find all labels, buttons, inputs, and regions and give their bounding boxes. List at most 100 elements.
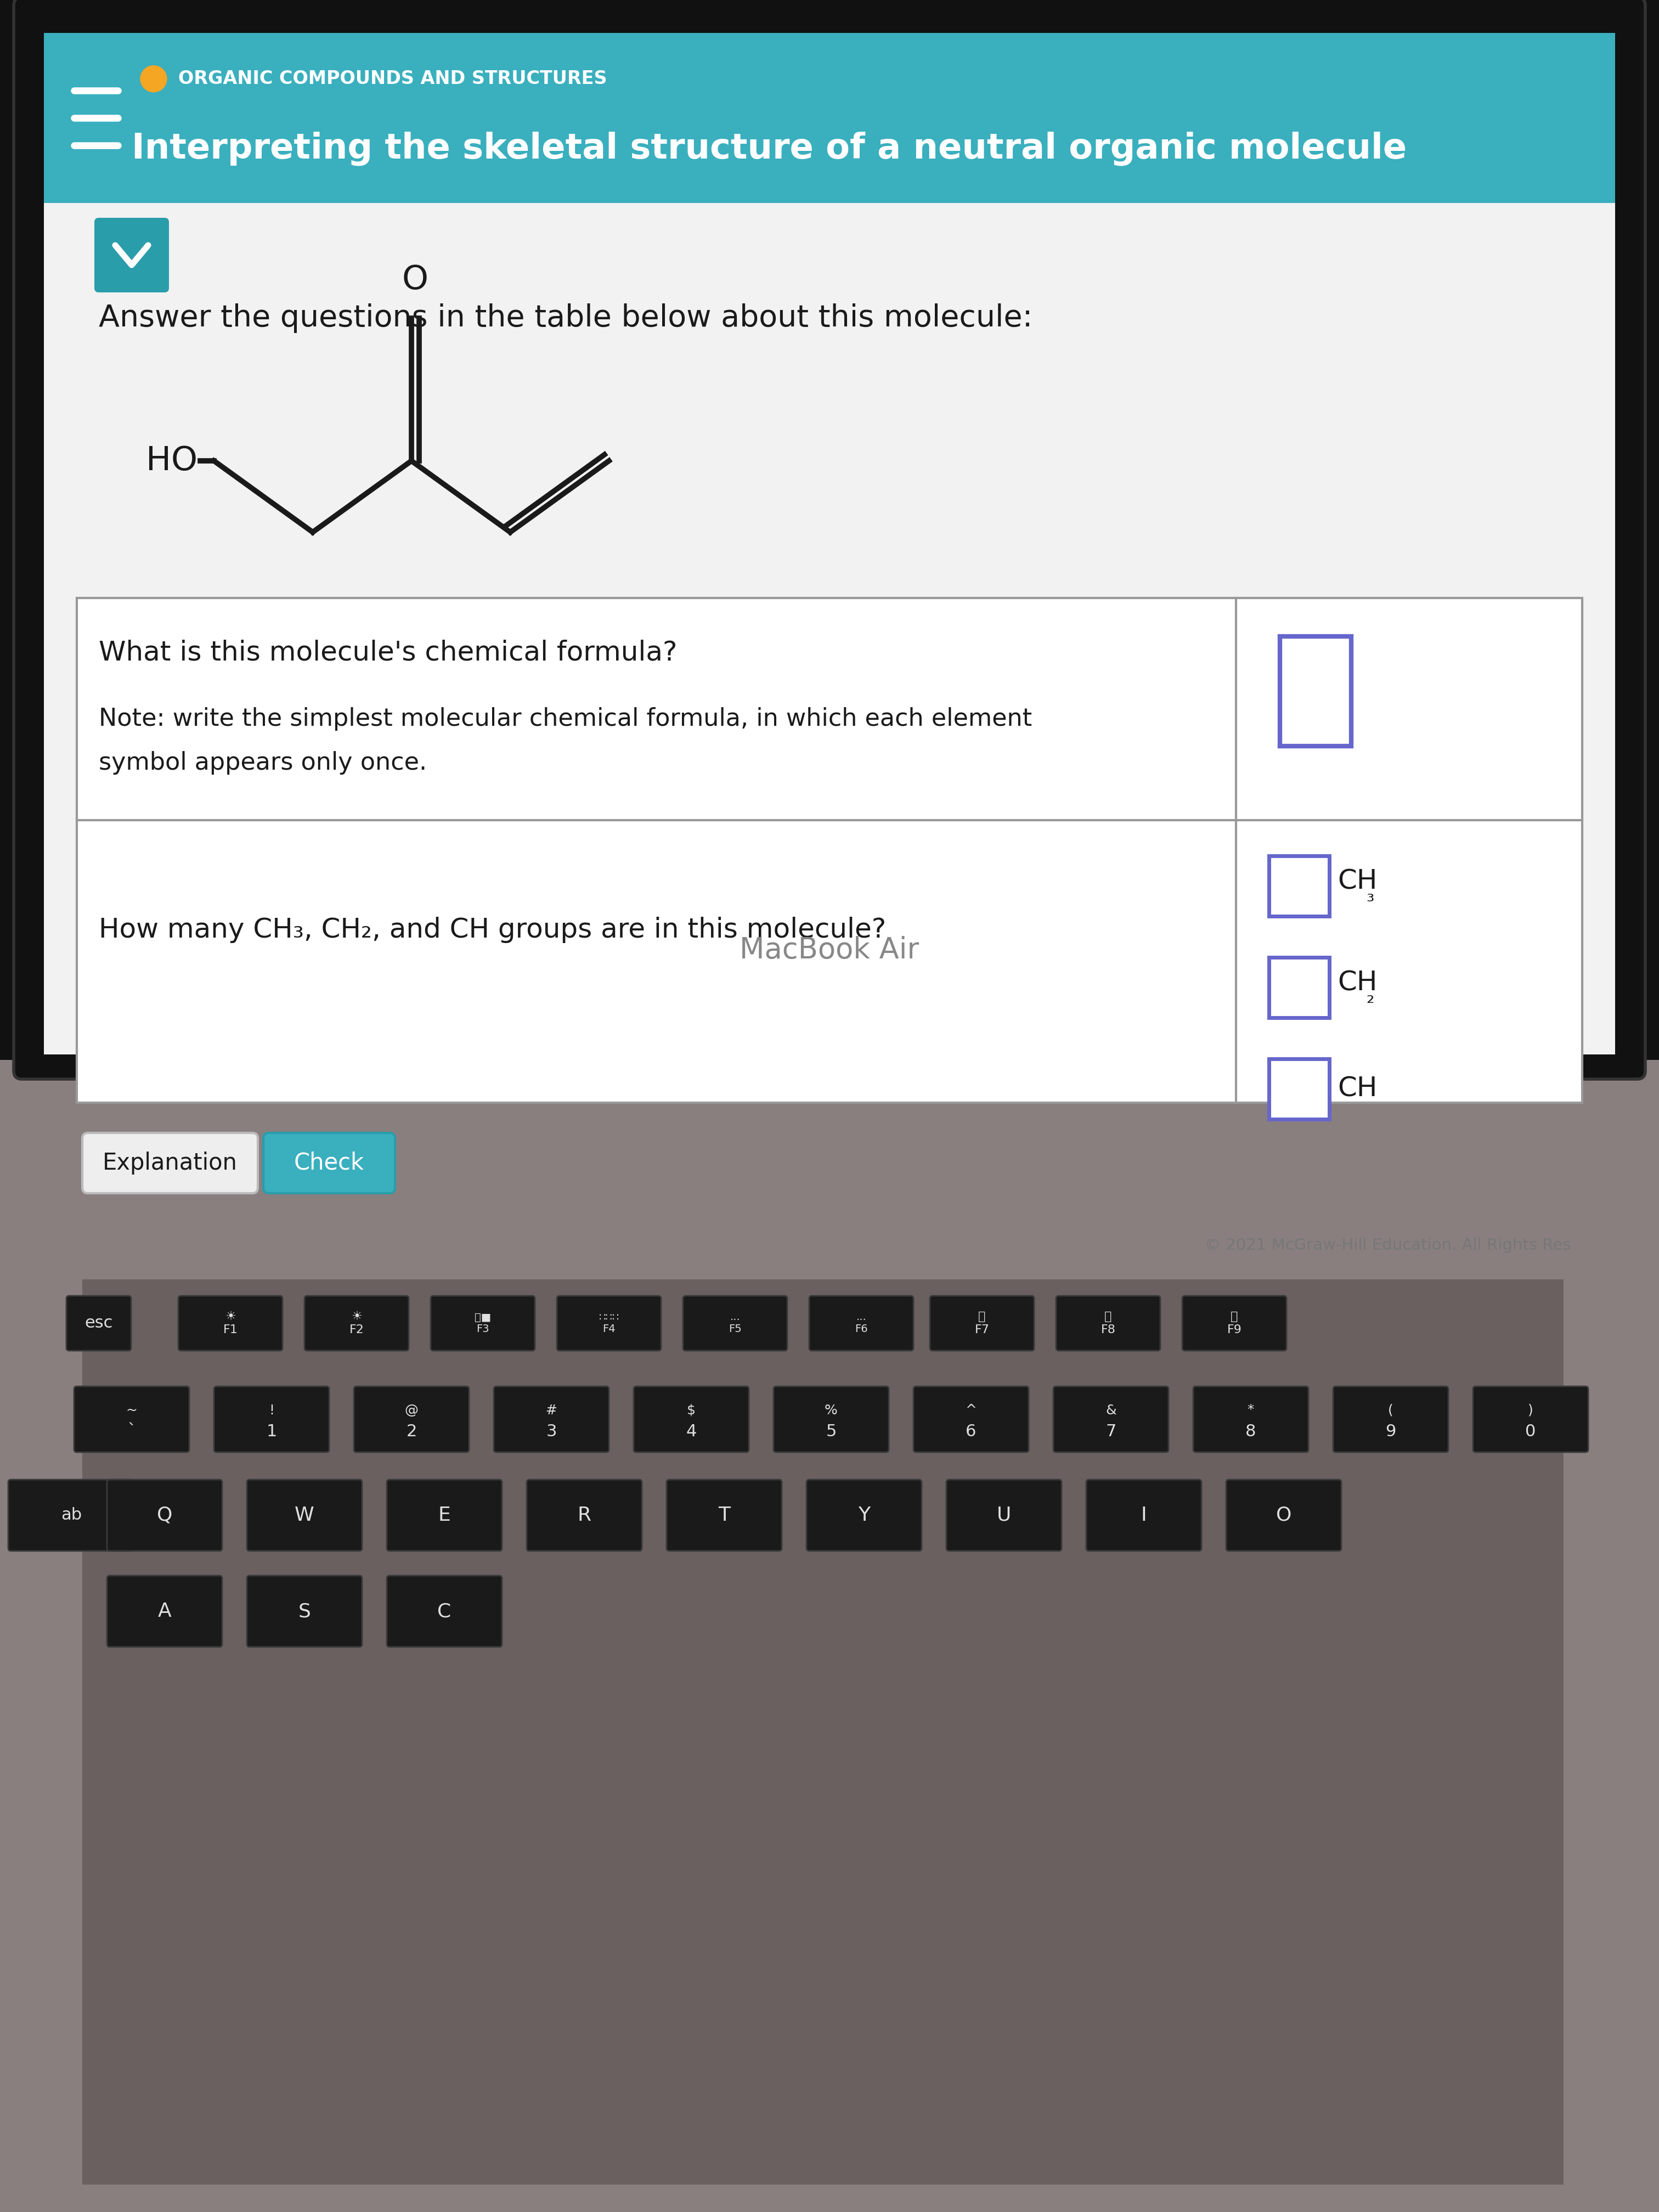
FancyBboxPatch shape (810, 1296, 914, 1352)
Text: O: O (401, 263, 428, 296)
Text: Q: Q (158, 1506, 173, 1524)
Text: ⬜■
F3: ⬜■ F3 (474, 1312, 491, 1334)
FancyBboxPatch shape (75, 1387, 189, 1451)
Text: ORGANIC COMPOUNDS AND STRUCTURES: ORGANIC COMPOUNDS AND STRUCTURES (178, 71, 607, 88)
Text: ☀
F1: ☀ F1 (222, 1312, 237, 1336)
Text: ): ) (1528, 1405, 1533, 1418)
Text: ab: ab (61, 1506, 81, 1524)
Text: ∷∷∷
F4: ∷∷∷ F4 (599, 1312, 619, 1334)
Bar (1269, 958, 1329, 1018)
Text: ^: ^ (966, 1405, 977, 1418)
Text: © 2021 McGraw-Hill Education. All Rights Res: © 2021 McGraw-Hill Education. All Rights… (1204, 1239, 1571, 1252)
FancyBboxPatch shape (106, 1575, 222, 1648)
Text: W: W (295, 1506, 314, 1524)
Text: esc: esc (85, 1316, 113, 1332)
FancyBboxPatch shape (66, 1296, 131, 1352)
FancyBboxPatch shape (8, 1480, 134, 1551)
Text: Check: Check (294, 1152, 365, 1175)
Bar (0, 1060, 1659, 2212)
Text: U: U (997, 1506, 1012, 1524)
Text: $: $ (687, 1405, 695, 1418)
FancyBboxPatch shape (1334, 1387, 1448, 1451)
FancyBboxPatch shape (1473, 1387, 1588, 1451)
FancyBboxPatch shape (526, 1480, 642, 1551)
Text: (: ( (1389, 1405, 1394, 1418)
FancyBboxPatch shape (247, 1575, 362, 1648)
FancyBboxPatch shape (387, 1575, 503, 1648)
Circle shape (141, 66, 168, 93)
Text: I: I (1141, 1506, 1146, 1524)
FancyBboxPatch shape (1183, 1296, 1286, 1352)
FancyBboxPatch shape (946, 1480, 1062, 1551)
FancyBboxPatch shape (1087, 1480, 1201, 1551)
FancyBboxPatch shape (684, 1296, 788, 1352)
FancyBboxPatch shape (13, 0, 1646, 1079)
Bar (43, 33, 1616, 204)
Bar (43, 33, 1616, 1055)
Text: 2: 2 (406, 1422, 416, 1440)
FancyBboxPatch shape (931, 1296, 1034, 1352)
Text: 9: 9 (1385, 1422, 1395, 1440)
Text: &: & (1105, 1405, 1117, 1418)
FancyBboxPatch shape (264, 1133, 395, 1192)
Text: ...
F6: ... F6 (854, 1312, 868, 1334)
Text: @: @ (405, 1405, 418, 1418)
Bar (76, 597, 1583, 1104)
Text: symbol appears only once.: symbol appears only once. (100, 750, 426, 774)
Text: C: C (438, 1601, 451, 1621)
Text: CH: CH (1337, 869, 1377, 894)
Text: Note: write the simplest molecular chemical formula, in which each element: Note: write the simplest molecular chemi… (100, 708, 1032, 730)
Text: Explanation: Explanation (103, 1152, 237, 1175)
FancyBboxPatch shape (387, 1480, 503, 1551)
Bar (1279, 637, 1350, 745)
Text: *: * (1248, 1405, 1254, 1418)
Text: 4: 4 (685, 1422, 697, 1440)
Text: #: # (546, 1405, 557, 1418)
Text: CH: CH (1337, 969, 1377, 995)
Text: 0: 0 (1525, 1422, 1536, 1440)
FancyBboxPatch shape (353, 1387, 469, 1451)
Text: How many CH₃, CH₂, and CH groups are in this molecule?: How many CH₃, CH₂, and CH groups are in … (100, 916, 886, 942)
FancyBboxPatch shape (1053, 1387, 1168, 1451)
Text: ~: ~ (126, 1405, 138, 1418)
Text: MacBook Air: MacBook Air (740, 936, 919, 964)
Text: ☀
F2: ☀ F2 (350, 1312, 363, 1336)
FancyBboxPatch shape (634, 1387, 748, 1451)
FancyBboxPatch shape (214, 1387, 328, 1451)
Text: !: ! (269, 1405, 274, 1418)
Text: Interpreting the skeletal structure of a neutral organic molecule: Interpreting the skeletal structure of a… (131, 131, 1407, 166)
FancyBboxPatch shape (95, 217, 169, 292)
FancyBboxPatch shape (806, 1480, 922, 1551)
Text: %: % (825, 1405, 838, 1418)
Text: A: A (158, 1601, 171, 1621)
FancyBboxPatch shape (178, 1296, 282, 1352)
FancyBboxPatch shape (557, 1296, 660, 1352)
Text: ...
F5: ... F5 (728, 1312, 742, 1334)
Text: ⏯
F8: ⏯ F8 (1102, 1312, 1115, 1336)
FancyBboxPatch shape (773, 1387, 889, 1451)
FancyBboxPatch shape (106, 1480, 222, 1551)
Text: R: R (577, 1506, 591, 1524)
Text: E: E (438, 1506, 451, 1524)
Text: ₃: ₃ (1365, 887, 1374, 905)
Text: ⏪
F7: ⏪ F7 (974, 1312, 989, 1336)
Text: What is this molecule's chemical formula?: What is this molecule's chemical formula… (100, 639, 677, 666)
FancyBboxPatch shape (83, 1133, 257, 1192)
Bar (1269, 1060, 1329, 1119)
Text: ⏩
F9: ⏩ F9 (1228, 1312, 1241, 1336)
Text: S: S (299, 1601, 310, 1621)
FancyBboxPatch shape (914, 1387, 1029, 1451)
Text: HO: HO (146, 445, 197, 478)
Bar (83, 1279, 1563, 2185)
FancyBboxPatch shape (305, 1296, 408, 1352)
FancyBboxPatch shape (1226, 1480, 1342, 1551)
Text: 1: 1 (265, 1422, 277, 1440)
Text: 6: 6 (966, 1422, 977, 1440)
Text: Y: Y (858, 1506, 869, 1524)
Text: 5: 5 (826, 1422, 836, 1440)
FancyBboxPatch shape (431, 1296, 534, 1352)
Text: 7: 7 (1105, 1422, 1117, 1440)
Text: 3: 3 (546, 1422, 557, 1440)
FancyBboxPatch shape (1057, 1296, 1160, 1352)
Bar (1269, 856, 1329, 916)
